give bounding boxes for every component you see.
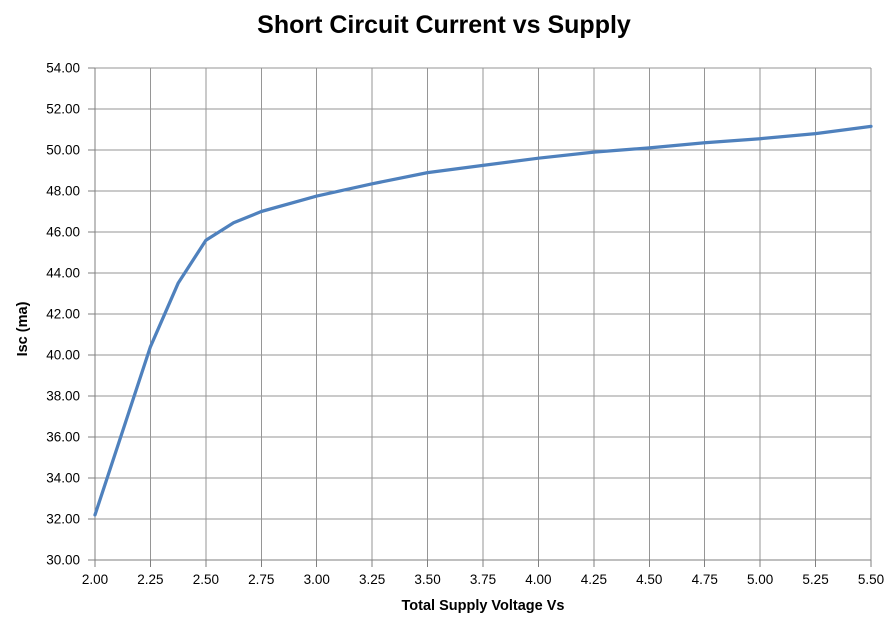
svg-text:48.00: 48.00 bbox=[46, 184, 80, 199]
svg-text:36.00: 36.00 bbox=[46, 430, 80, 445]
x-tick-labels: 2.00 2.25 2.50 2.75 3.00 3.25 3.50 3.75 4.00 4.25… bbox=[82, 572, 884, 587]
svg-text:3.75: 3.75 bbox=[470, 572, 496, 587]
svg-text:38.00: 38.00 bbox=[46, 389, 80, 404]
x-axis-title: Total Supply Voltage Vs bbox=[401, 598, 565, 614]
chart-title: Short Circuit Current vs Supply bbox=[257, 11, 631, 39]
svg-text:5.25: 5.25 bbox=[802, 572, 828, 587]
svg-text:2.25: 2.25 bbox=[137, 572, 163, 587]
tick-marks bbox=[88, 67, 872, 567]
svg-text:2.50: 2.50 bbox=[193, 572, 219, 587]
svg-text:42.00: 42.00 bbox=[46, 307, 80, 322]
svg-text:5.50: 5.50 bbox=[858, 572, 884, 587]
axes bbox=[94, 68, 871, 561]
svg-text:4.00: 4.00 bbox=[525, 572, 551, 587]
svg-text:30.00: 30.00 bbox=[46, 553, 80, 568]
svg-text:2.00: 2.00 bbox=[82, 572, 108, 587]
svg-text:3.00: 3.00 bbox=[304, 572, 330, 587]
svg-text:3.25: 3.25 bbox=[359, 572, 385, 587]
svg-text:46.00: 46.00 bbox=[46, 225, 80, 240]
svg-text:4.50: 4.50 bbox=[636, 572, 662, 587]
svg-text:3.50: 3.50 bbox=[414, 572, 440, 587]
svg-text:52.00: 52.00 bbox=[46, 102, 80, 117]
svg-text:34.00: 34.00 bbox=[46, 471, 80, 486]
svg-text:2.75: 2.75 bbox=[248, 572, 274, 587]
svg-text:4.25: 4.25 bbox=[581, 572, 607, 587]
svg-text:54.00: 54.00 bbox=[46, 61, 80, 76]
svg-text:5.00: 5.00 bbox=[747, 572, 773, 587]
svg-text:32.00: 32.00 bbox=[46, 512, 80, 527]
series-line bbox=[93, 124, 873, 517]
y-tick-labels: 30.00 32.00 34.00 36.00 38.00 40.00 42.00 44.00… bbox=[46, 61, 80, 568]
svg-text:4.75: 4.75 bbox=[692, 572, 718, 587]
svg-text:50.00: 50.00 bbox=[46, 143, 80, 158]
gridlines bbox=[94, 67, 872, 561]
svg-text:44.00: 44.00 bbox=[46, 266, 80, 281]
svg-text:40.00: 40.00 bbox=[46, 348, 80, 363]
